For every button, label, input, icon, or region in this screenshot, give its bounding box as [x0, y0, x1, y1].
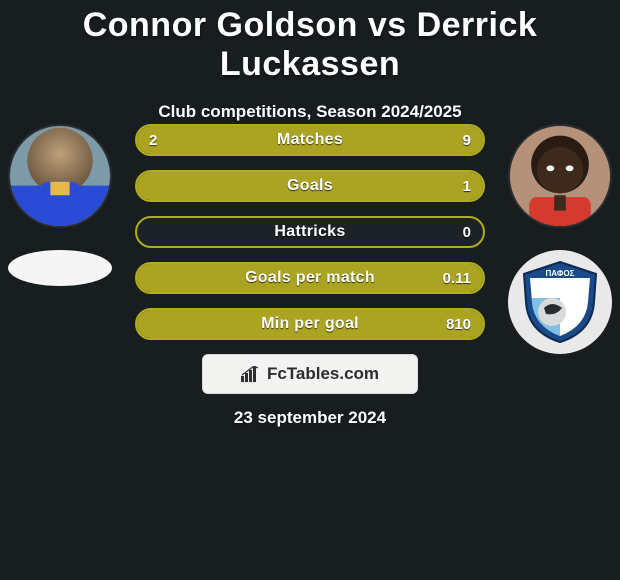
bar-matches: 2 Matches 9 — [135, 124, 485, 156]
bar-goals: Goals 1 — [135, 170, 485, 202]
bar-label: Hattricks — [274, 223, 345, 241]
bar-fill-left — [137, 126, 199, 154]
svg-text:ΠΑΦΟΣ: ΠΑΦΟΣ — [546, 269, 575, 278]
club-left-placeholder — [8, 250, 112, 286]
bar-label: Min per goal — [261, 315, 359, 333]
avatar-placeholder-icon — [10, 126, 110, 226]
club-crest-icon: ΠΑΦΟΣ — [516, 258, 604, 346]
stat-bars: 2 Matches 9 Goals 1 Hattricks 0 Goals pe… — [135, 124, 485, 340]
brand-badge: FcTables.com — [202, 354, 418, 394]
bar-min-per-goal: Min per goal 810 — [135, 308, 485, 340]
bar-val-right: 0 — [463, 224, 471, 241]
bar-val-right: 1 — [463, 178, 471, 195]
right-column: ΠΑΦΟΣ — [508, 124, 612, 354]
bar-val-left: 2 — [149, 132, 157, 149]
bar-val-right: 810 — [446, 316, 471, 333]
bar-label: Goals per match — [245, 269, 375, 287]
player-left-avatar — [8, 124, 112, 228]
bar-val-right: 0.11 — [443, 270, 471, 287]
brand-text: FcTables.com — [267, 364, 379, 384]
player-right-avatar — [508, 124, 612, 228]
avatar-placeholder-icon — [510, 126, 610, 226]
bars-icon — [241, 366, 261, 382]
bar-goals-per-match: Goals per match 0.11 — [135, 262, 485, 294]
bar-label: Matches — [277, 131, 343, 149]
page-subtitle: Club competitions, Season 2024/2025 — [0, 102, 620, 122]
page-title: Connor Goldson vs Derrick Luckassen — [0, 0, 620, 84]
bar-val-right: 9 — [463, 132, 471, 149]
bar-hattricks: Hattricks 0 — [135, 216, 485, 248]
footer-date: 23 september 2024 — [234, 408, 386, 428]
bar-label: Goals — [287, 177, 333, 195]
club-right-badge: ΠΑΦΟΣ — [508, 250, 612, 354]
left-column — [8, 124, 112, 308]
